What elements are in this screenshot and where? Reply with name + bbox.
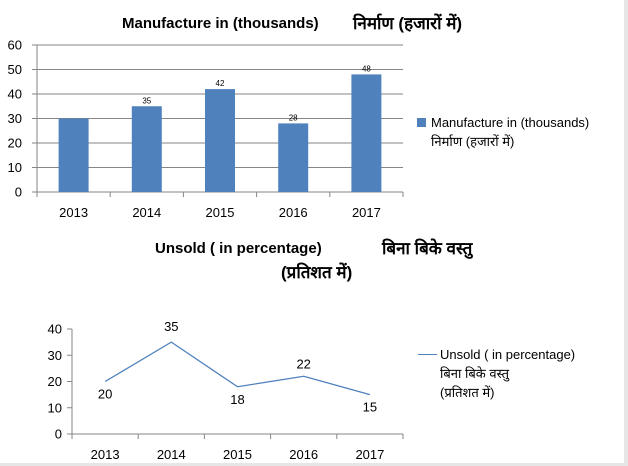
line-x-tick-label: 2014 xyxy=(157,447,186,462)
line-legend-label: Unsold ( in percentage) xyxy=(440,347,576,362)
bar-x-tick-label: 2014 xyxy=(132,205,161,220)
bar-chart-plot: 0 10 20 30 40 50 60 2013 35 2014 42 2015 28 2016 48 201… xyxy=(8,38,404,220)
bar-y-tick-label: 40 xyxy=(8,87,22,102)
line-chart-title-hindi: बिना बिके वस्तु xyxy=(382,239,473,258)
line-legend-swatch xyxy=(418,354,437,355)
line-x-tick-label: 2013 xyxy=(91,447,120,462)
unsold-chart-panel: Unsold ( in percentage) बिना बिके वस्तु … xyxy=(0,232,628,466)
line-x-tick-label: 2015 xyxy=(223,447,252,462)
line-y-tick-label: 20 xyxy=(48,374,62,389)
bar-chart-title: Manufacture in (thousands) xyxy=(122,15,319,32)
bar-x-tick-label: 2016 xyxy=(279,205,308,220)
bar-y-tick-label: 0 xyxy=(15,185,22,200)
bar-legend-label-hindi: निर्माण (हजारों में) xyxy=(431,134,515,149)
bar-data-label-2014: 35 xyxy=(142,96,151,105)
line-series-unsold xyxy=(104,341,371,396)
bar-legend-label: Manufacture in (thousands) xyxy=(431,115,590,130)
manufacture-chart-panel: Manufacture in (thousands) निर्माण (हजार… xyxy=(0,0,628,232)
line-y-tick-label: 40 xyxy=(48,322,62,337)
line-data-label-2015: 18 xyxy=(230,392,244,407)
bar-x-tick-label: 2015 xyxy=(206,205,235,220)
bar-2014 xyxy=(131,106,162,192)
line-x-tick-label: 2017 xyxy=(355,447,384,462)
line-data-label-2016: 22 xyxy=(296,356,310,371)
bar-x-tick-label: 2013 xyxy=(59,205,88,220)
bar-2016 xyxy=(278,123,309,192)
window-edge-right xyxy=(624,0,628,466)
bar-y-tick-label: 20 xyxy=(8,136,22,151)
bar-y-tick-label: 50 xyxy=(8,62,22,77)
bar-2017 xyxy=(351,74,382,192)
bar-2015 xyxy=(205,89,235,192)
line-legend-label-hindi: बिना बिके वस्तु xyxy=(440,366,510,381)
bar-data-label-2016: 28 xyxy=(289,113,298,122)
line-x-tick-label: 2016 xyxy=(289,447,318,462)
bar-2013 xyxy=(58,118,89,192)
line-data-label-2017: 15 xyxy=(363,400,377,415)
bar-data-label-2015: 42 xyxy=(216,79,225,88)
window-edge-bottom xyxy=(0,463,628,466)
line-chart-title: Unsold ( in percentage) xyxy=(155,240,322,257)
line-y-tick-label: 30 xyxy=(48,348,62,363)
bar-y-tick-label: 60 xyxy=(8,38,22,53)
bar-y-tick-label: 10 xyxy=(8,160,22,175)
bar-data-label-2017: 48 xyxy=(362,64,371,73)
line-y-tick-label: 0 xyxy=(55,427,62,442)
line-chart-plot: 0 10 20 30 40 20 2013 35 2014 18 2015 22 2016 15 2017 xyxy=(48,319,404,462)
bar-y-tick-label: 30 xyxy=(8,111,22,126)
bar-chart-title-hindi: निर्माण (हजारों में) xyxy=(353,14,463,33)
bar-legend-swatch xyxy=(417,118,426,127)
line-data-label-2014: 35 xyxy=(164,319,178,334)
line-chart-title-hindi-line2: (प्रतिशत में) xyxy=(281,263,353,282)
bar-x-tick-label: 2017 xyxy=(352,205,381,220)
line-y-tick-label: 10 xyxy=(48,400,62,415)
line-data-label-2013: 20 xyxy=(98,387,112,402)
line-legend-label-hindi-line2: (प्रतिशत में) xyxy=(440,385,495,400)
